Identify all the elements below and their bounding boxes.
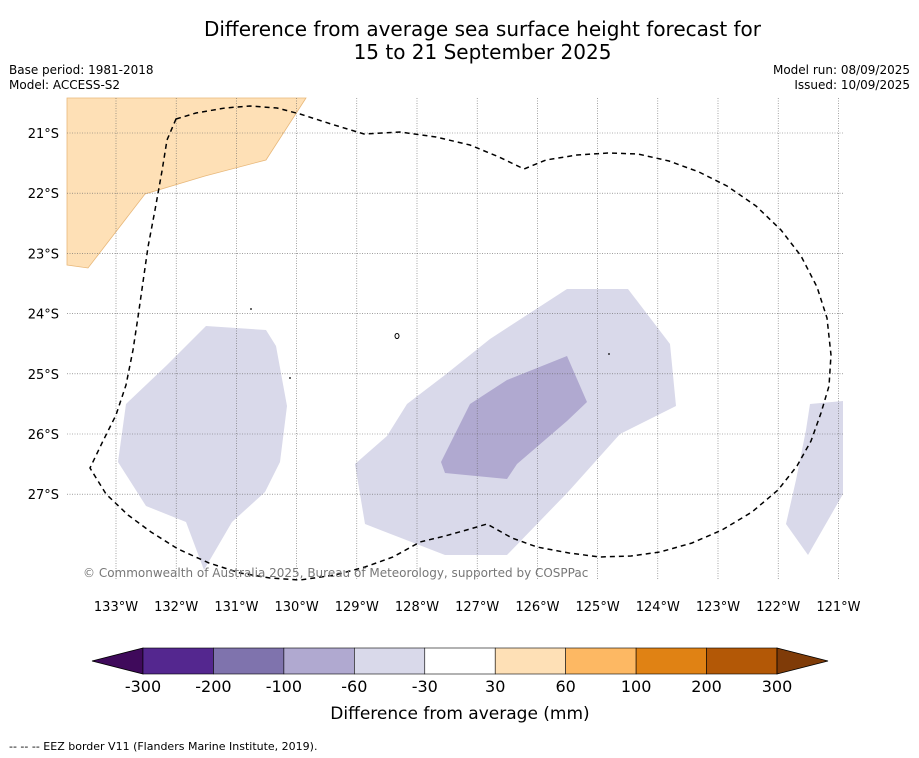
longitude-label: 132°W — [154, 600, 198, 615]
colorbar-segment — [142, 647, 214, 675]
page-title: Difference from average sea surface heig… — [0, 18, 919, 64]
colorbar-tick: -300 — [125, 677, 161, 696]
title-line-1: Difference from average sea surface heig… — [203, 17, 762, 41]
longitude-label: 129°W — [335, 600, 379, 615]
colorbar-tick: -30 — [412, 677, 438, 696]
meta-right: Model run: 08/09/2025 Issued: 10/09/2025 — [773, 63, 910, 93]
footer-note: -- -- -- EEZ border V11 (Flanders Marine… — [9, 740, 318, 753]
colorbar-tick-labels: -300 -200 -100 -60 -30 30 60 100 200 300 — [125, 677, 792, 696]
eez-border — [89, 105, 832, 581]
region-positive-30-60 — [66, 97, 307, 269]
longitude-label: 131°W — [214, 600, 258, 615]
longitude-label: 126°W — [515, 600, 559, 615]
colorbar-tick: 300 — [762, 677, 793, 696]
issued-date: Issued: 10/09/2025 — [794, 78, 910, 92]
title-line-2: 15 to 21 September 2025 — [353, 40, 612, 64]
colorbar-tick: 60 — [555, 677, 575, 696]
colorbar-tick: 200 — [691, 677, 722, 696]
region-negative-east — [786, 401, 843, 555]
colorbar-segment — [354, 647, 426, 675]
model-name: Model: ACCESS-S2 — [9, 78, 121, 92]
longitude-label: 124°W — [636, 600, 680, 615]
meta-left: Base period: 1981-2018 Model: ACCESS-S2 — [9, 63, 154, 93]
colorbar-segment — [706, 647, 778, 675]
longitude-label: 133°W — [94, 600, 138, 615]
longitude-labels: 133°W 132°W 131°W 130°W 129°W 128°W 127°W 126°W… — [94, 600, 861, 615]
colorbar-label: Difference from average (mm) — [330, 704, 589, 724]
colorbar-tick: -100 — [266, 677, 302, 696]
colorbar-extend-low — [91, 647, 144, 675]
latitude-label: 22°S — [28, 187, 59, 202]
region-negative-west — [118, 326, 287, 570]
map-figure: © Commonwealth of Australia 2025, Bureau… — [28, 97, 861, 724]
colorbar-tick: -60 — [341, 677, 367, 696]
island-marker — [608, 353, 610, 355]
colorbar-extend-high — [776, 647, 829, 675]
longitude-label: 127°W — [455, 600, 499, 615]
colorbar-segment — [494, 647, 566, 675]
island-marker — [289, 377, 291, 379]
base-period: Base period: 1981-2018 — [9, 63, 154, 77]
latitude-label: 25°S — [28, 368, 59, 383]
colorbar-segment — [283, 647, 355, 675]
map-panel: © Commonwealth of Australia 2025, Bureau… — [66, 97, 843, 581]
latitude-label: 21°S — [28, 127, 59, 142]
island-marker — [394, 333, 400, 339]
latitude-labels: 21°S 22°S 23°S 24°S 25°S 26°S 27°S — [28, 127, 59, 503]
colorbar — [91, 647, 829, 675]
longitude-label: 130°W — [275, 600, 319, 615]
colorbar-tick: 100 — [621, 677, 652, 696]
longitude-label: 121°W — [816, 600, 860, 615]
latitude-label: 27°S — [28, 488, 59, 503]
colorbar-tick: 30 — [485, 677, 505, 696]
colorbar-tick: -200 — [195, 677, 231, 696]
colorbar-segment — [213, 647, 285, 675]
longitude-label: 128°W — [395, 600, 439, 615]
model-run: Model run: 08/09/2025 — [772, 63, 910, 77]
colorbar-segment — [424, 647, 496, 675]
longitude-label: 122°W — [756, 600, 800, 615]
colorbar-segment — [565, 647, 637, 675]
longitude-label: 125°W — [576, 600, 620, 615]
latitude-label: 26°S — [28, 428, 59, 443]
longitude-label: 123°W — [696, 600, 740, 615]
copyright-text: © Commonwealth of Australia 2025, Bureau… — [83, 566, 588, 580]
latitude-label: 24°S — [28, 308, 59, 323]
colorbar-segment — [635, 647, 707, 675]
gridlines — [67, 98, 843, 580]
island-marker — [250, 308, 252, 310]
latitude-label: 23°S — [28, 247, 59, 262]
